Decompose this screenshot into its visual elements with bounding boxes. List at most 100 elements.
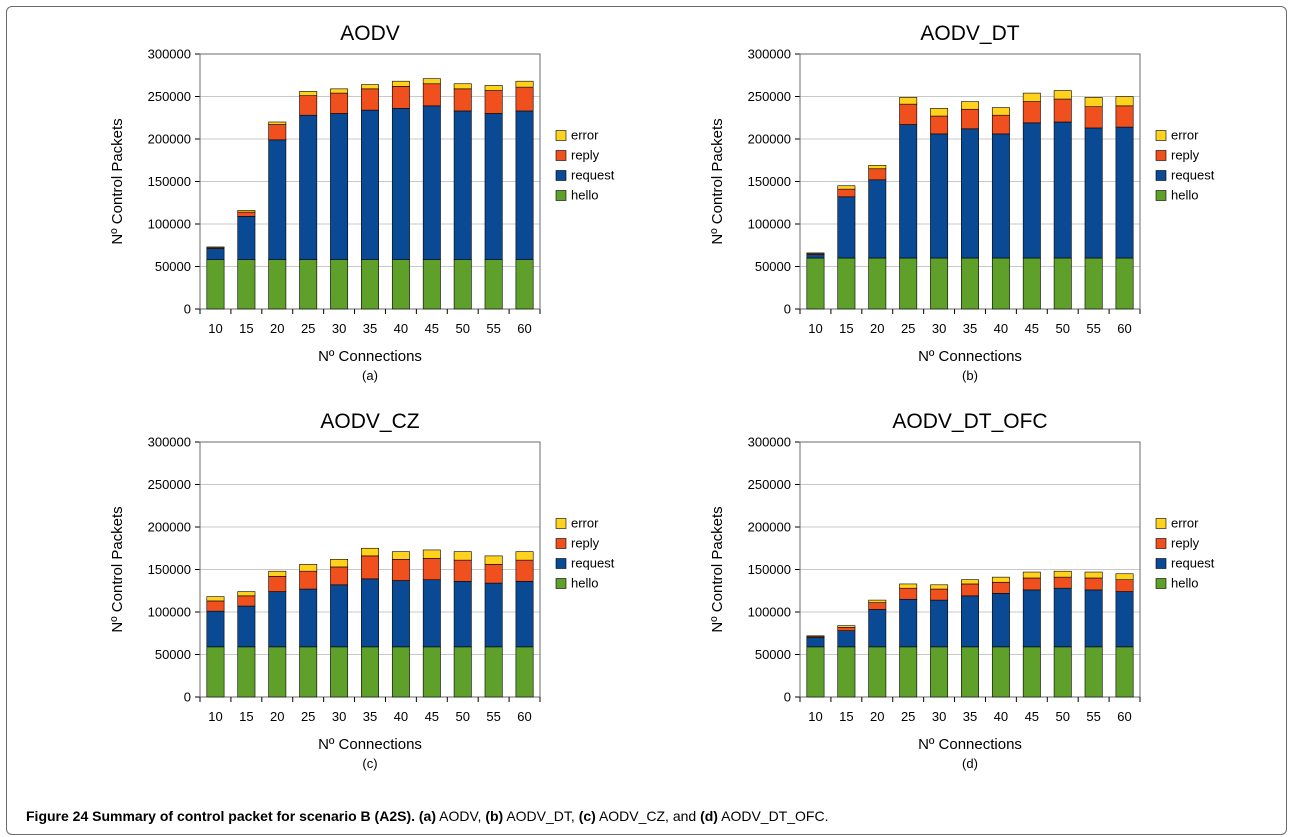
figure-frame [6, 6, 1287, 835]
bar-segment-error [899, 97, 918, 105]
y-tick-label: 250000 [148, 89, 191, 104]
bar-segment-error [868, 165, 887, 170]
bar-segment-reply [422, 83, 441, 107]
bar-segment-reply [899, 587, 918, 600]
chart-aodv-dt-ofc: AODV_DT_OFC 0 50000 100000 150000 200000 25000… [709, 410, 1215, 771]
bar-segment-error [806, 635, 825, 637]
bar-segment-request [515, 110, 534, 260]
bar-segment-reply [930, 115, 949, 135]
bar-segment-request [868, 609, 887, 648]
bar-segment-error [299, 91, 318, 96]
bar-segment-reply [1115, 579, 1134, 592]
bar-segment-hello [1022, 257, 1041, 310]
bar-segment-hello [330, 646, 349, 698]
bar-segment-hello [899, 646, 918, 698]
legend-swatch-error [1155, 518, 1167, 529]
y-tick-label: 100000 [748, 217, 791, 232]
y-tick-label: 100000 [148, 605, 191, 620]
bar-segment-request [453, 110, 472, 260]
legend-swatch-request [555, 558, 567, 569]
bar-segment-reply [268, 124, 287, 141]
bar-segment-reply [484, 90, 503, 114]
y-tick-label: 100000 [148, 217, 191, 232]
y-tick-label: 0 [784, 690, 791, 705]
x-tick-label: 20 [870, 321, 884, 336]
y-tick-label: 150000 [148, 174, 191, 189]
bar-segment-hello [330, 259, 349, 310]
y-tick-label: 150000 [148, 562, 191, 577]
y-tick-label: 0 [784, 302, 791, 317]
bar-segment-error [899, 583, 918, 589]
bar-segment-reply [991, 114, 1010, 135]
bar-segment-error [484, 85, 503, 91]
bar-segment-error [361, 547, 379, 557]
bar-segment-error [453, 551, 472, 561]
bar-segment-request [361, 578, 379, 648]
x-tick-label: 30 [932, 321, 946, 336]
y-tick-label: 300000 [148, 47, 191, 62]
bar-segment-reply [899, 103, 918, 125]
bar-segment-error [961, 101, 979, 110]
legend-swatch-reply [555, 538, 567, 549]
bar-segment-request [1022, 122, 1041, 259]
x-tick-label: 20 [270, 709, 284, 724]
bar-segment-error [206, 246, 225, 249]
x-tick-label: 10 [808, 709, 822, 724]
y-tick-label: 50000 [155, 647, 191, 662]
bar-segment-request [806, 254, 825, 259]
bar-segment-reply [237, 595, 256, 607]
bar-segment-hello [391, 646, 410, 698]
legend-swatch-request [555, 170, 567, 181]
bar-segment-error [237, 591, 256, 597]
x-tick-label: 20 [270, 321, 284, 336]
x-tick-label: 10 [208, 321, 222, 336]
legend-swatch-hello [1155, 190, 1167, 201]
bar-segment-request [837, 196, 856, 259]
bar-segment-hello [1084, 646, 1103, 698]
legend-swatch-error [555, 518, 567, 529]
caption-tag-c: (c) [578, 808, 596, 824]
y-tick-label: 0 [184, 690, 191, 705]
bar-segment-request [453, 581, 472, 648]
chart-panel-aodv-dt: AODV_DT 0 50000 100000 150000 200000 250000 300… [660, 14, 1260, 394]
bar-segment-reply [1115, 105, 1134, 128]
bar-segment-error [806, 252, 825, 255]
bar-segment-hello [206, 259, 225, 310]
x-tick-label: 35 [963, 321, 977, 336]
x-tick-label: 55 [486, 709, 500, 724]
x-tick-label: 40 [994, 709, 1008, 724]
chart-title: AODV_DT_OFC [892, 410, 1047, 433]
legend-label-request: request [571, 168, 615, 183]
bar-segment-reply [868, 602, 887, 610]
x-tick-label: 15 [839, 709, 853, 724]
bar-segment-error [930, 108, 949, 117]
chart-title: AODV [340, 22, 400, 45]
x-tick-label: 60 [517, 321, 531, 336]
bar-segment-reply [330, 92, 349, 114]
bar-segment-request [961, 128, 979, 259]
bar-segment-request [484, 582, 503, 648]
bar-segment-reply [837, 627, 856, 632]
panel-sublabel: (c) [362, 756, 377, 771]
y-tick-label: 300000 [148, 435, 191, 450]
bar-segment-error [1022, 571, 1041, 579]
x-tick-label: 50 [455, 321, 469, 336]
bar-segment-hello [930, 646, 949, 698]
bar-segment-request [868, 179, 887, 259]
legend-label-hello: hello [1171, 576, 1198, 591]
chart-aodv: AODV 0 50000 100000 150000 200000 250000 300000… [109, 22, 615, 383]
bar-segment-error [837, 185, 856, 190]
caption-text-a: AODV, [439, 808, 482, 824]
legend-label-reply: reply [571, 536, 600, 551]
chart-panel-aodv-dt-ofc: AODV_DT_OFC 0 50000 100000 150000 200000 25000… [660, 402, 1260, 782]
bar-segment-error [330, 88, 349, 94]
x-tick-label: 10 [808, 321, 822, 336]
bar-segment-error [299, 564, 318, 572]
bar-segment-hello [1022, 646, 1041, 698]
bar-segment-error [1053, 90, 1072, 100]
bar-segment-reply [868, 168, 887, 181]
y-tick-label: 250000 [748, 89, 791, 104]
bar-segment-error [268, 121, 287, 125]
bar-segment-request [1053, 587, 1072, 648]
x-tick-label: 25 [301, 709, 315, 724]
